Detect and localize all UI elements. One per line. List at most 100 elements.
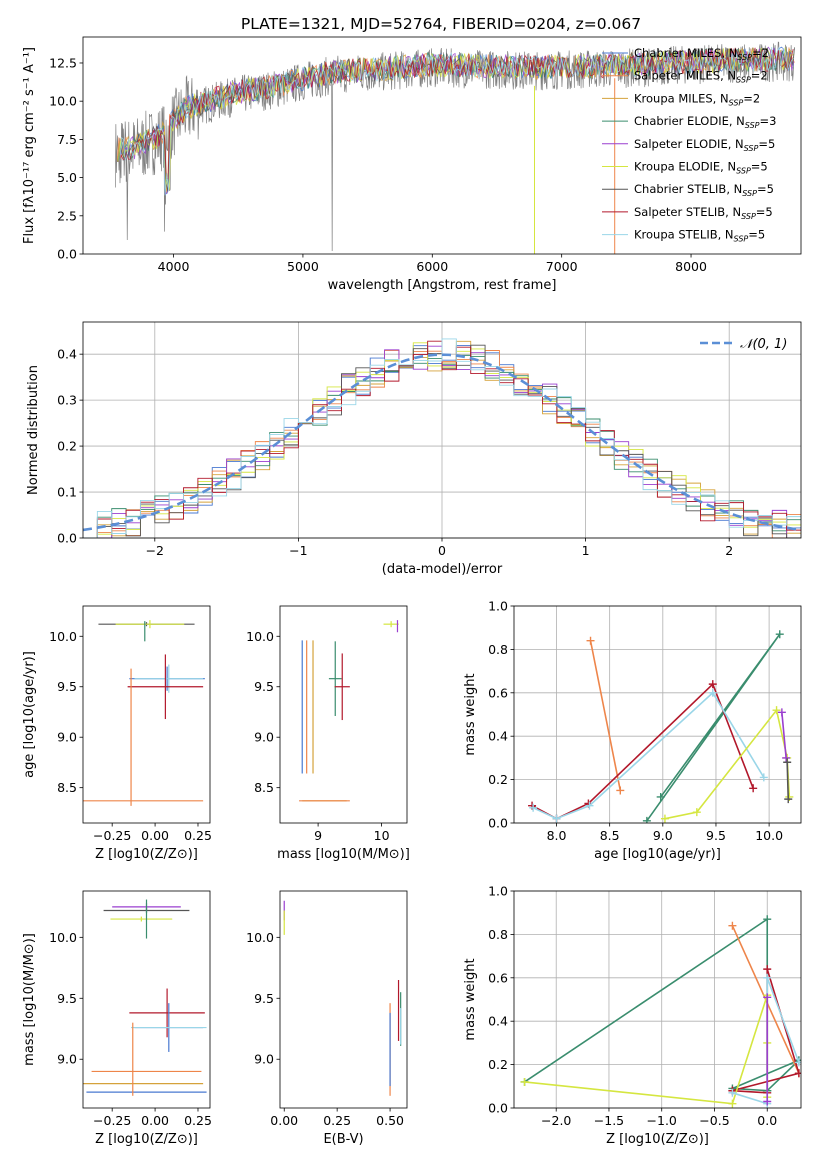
y-tick-label: 12.5 [49, 55, 77, 70]
weight-point-marker [763, 965, 772, 974]
model-spectrum-line [118, 47, 794, 180]
x-tick-label: 0.25 [323, 1113, 351, 1128]
y-tick-label: 10.0 [246, 629, 274, 644]
y-tick-label: 9.5 [254, 991, 274, 1006]
weight-point-marker [656, 792, 665, 801]
panel-2: −0.25 0.00 0.25 8.5 9.0 9.5 10.0 Z [log10(Z/Z⊙)… [22, 605, 212, 862]
x-tick-label: 9 [314, 828, 322, 843]
x-tick-label: 0.00 [141, 828, 169, 843]
panel-3: 9 10 8.5 9.0 9.5 10.0 mass [log10(M/M⊙)] [246, 605, 410, 862]
weight-line [589, 640, 622, 791]
weight-point-marker [794, 1069, 801, 1078]
panel-0: 4000 5000 6000 7000 8000 0.0 2.5 5.0 7.5 10.0 12.5… [22, 36, 802, 293]
weight-point-marker [772, 706, 781, 715]
y-tick-label: 0.1 [57, 485, 77, 500]
x-tick-label: 1 [582, 543, 590, 558]
y-axis-label: mass [log10(M/M⊙)] [22, 933, 37, 1066]
x-tick-label: −2.0 [541, 1113, 571, 1128]
y-tick-label: 0.0 [57, 531, 77, 546]
y-axis-label: mass weight [463, 958, 478, 1040]
weight-point-marker [777, 708, 786, 717]
x-axis-label: age [log10(age/yr)] [594, 847, 721, 862]
x-tick-label: 0.00 [270, 1113, 298, 1128]
x-axis-label: Z [log10(Z/Z⊙)] [95, 1132, 198, 1147]
weight-point-marker [763, 973, 772, 982]
y-tick-label: 0.6 [488, 685, 508, 700]
legend-entry: 𝒩(0, 1) [740, 337, 787, 352]
legend-entry: Kroupa MILES, NSSP=2 [634, 91, 760, 107]
panel-1: −2 −1 0 1 2 0.0 0.1 0.2 0.3 0.4 (data-model)/error… [26, 321, 802, 577]
panel-7: −2.0 −1.5 −1.0 −0.5 0.0 0.0 0.2 0.4 0.6 0.8 1.0 Z [… [463, 884, 802, 1147]
model-spectrum-line [119, 46, 794, 196]
x-tick-label: 5000 [287, 259, 319, 274]
grid [514, 605, 801, 824]
weight-point-marker [759, 773, 768, 782]
weight-point-marker [794, 1058, 801, 1067]
x-tick-label: 0.00 [141, 1113, 169, 1128]
y-tick-label: 9.0 [57, 1052, 77, 1067]
histogram-step-line [83, 338, 801, 538]
y-tick-label: 2.5 [57, 208, 77, 223]
weight-point-marker [783, 758, 792, 767]
weight-point-marker [775, 630, 784, 639]
axes-frame [82, 890, 211, 1109]
x-tick-label: 8.5 [600, 828, 620, 843]
y-tick-label: 9.0 [254, 730, 274, 745]
legend-entry: Kroupa ELODIE, NSSP=5 [634, 160, 768, 176]
x-tick-label: −1.0 [647, 1113, 677, 1128]
x-axis-label: Z [log10(Z/Z⊙)] [606, 1132, 709, 1147]
weight-point-marker [616, 786, 625, 795]
axes-frame [279, 605, 408, 824]
panel-5: −0.25 0.00 0.25 9.0 9.5 10.0 Z [log10(Z/Z⊙)] ma… [22, 890, 212, 1147]
x-tick-label: 7000 [546, 259, 578, 274]
x-tick-label: 8000 [675, 259, 707, 274]
y-axis-label: mass weight [463, 673, 478, 755]
x-axis-label: E(B-V) [323, 1132, 363, 1147]
plot-area [83, 620, 205, 806]
legend-entry: Chabrier ELODIE, NSSP=3 [634, 114, 776, 130]
plot-area [520, 915, 801, 1108]
axes-frame [513, 890, 802, 1109]
legend-entry: Kroupa STELIB, NSSP=5 [634, 228, 765, 244]
weight-line [524, 994, 769, 1105]
x-tick-label: 2 [725, 543, 733, 558]
x-tick-label: −1.5 [594, 1113, 624, 1128]
legend-entry: Salpeter ELODIE, NSSP=5 [634, 137, 775, 153]
axes-frame [82, 605, 211, 824]
x-tick-label: −1 [289, 543, 307, 558]
x-tick-label: 0.25 [184, 828, 212, 843]
y-tick-label: 0.0 [488, 816, 508, 831]
weight-point-marker [728, 1088, 737, 1097]
weight-line [781, 712, 787, 758]
weight-point-marker [529, 803, 538, 812]
weight-point-marker [708, 688, 717, 697]
grid [514, 890, 801, 1109]
y-tick-label: 0.0 [488, 1101, 508, 1116]
x-tick-label: −0.5 [699, 1113, 729, 1128]
weight-point-marker [552, 814, 561, 823]
y-tick-label: 0.2 [488, 1057, 508, 1072]
plot-area [528, 630, 794, 823]
x-axis-label: Z [log10(Z/Z⊙)] [95, 847, 198, 862]
x-tick-label: 0.25 [184, 1113, 212, 1128]
y-tick-label: 1.0 [488, 884, 508, 899]
y-tick-label: 9.5 [57, 991, 77, 1006]
axes-frame [82, 36, 802, 255]
weight-line [786, 762, 790, 800]
weight-point-marker [728, 921, 737, 930]
x-tick-label: 10 [374, 828, 390, 843]
weight-point-marker [763, 993, 772, 1002]
y-tick-label: 1.0 [488, 599, 508, 614]
weight-point-marker [763, 915, 772, 924]
weight-point-marker [728, 1099, 737, 1108]
y-tick-label: 0.4 [57, 347, 77, 362]
y-tick-label: 8.5 [57, 780, 77, 795]
y-tick-label: 0.8 [488, 927, 508, 942]
y-tick-label: 10.0 [49, 930, 77, 945]
y-tick-label: 7.5 [57, 132, 77, 147]
weight-point-marker [586, 636, 595, 645]
y-tick-label: 0.8 [488, 642, 508, 657]
weight-point-marker [520, 1077, 529, 1086]
weight-point-marker [784, 795, 793, 804]
